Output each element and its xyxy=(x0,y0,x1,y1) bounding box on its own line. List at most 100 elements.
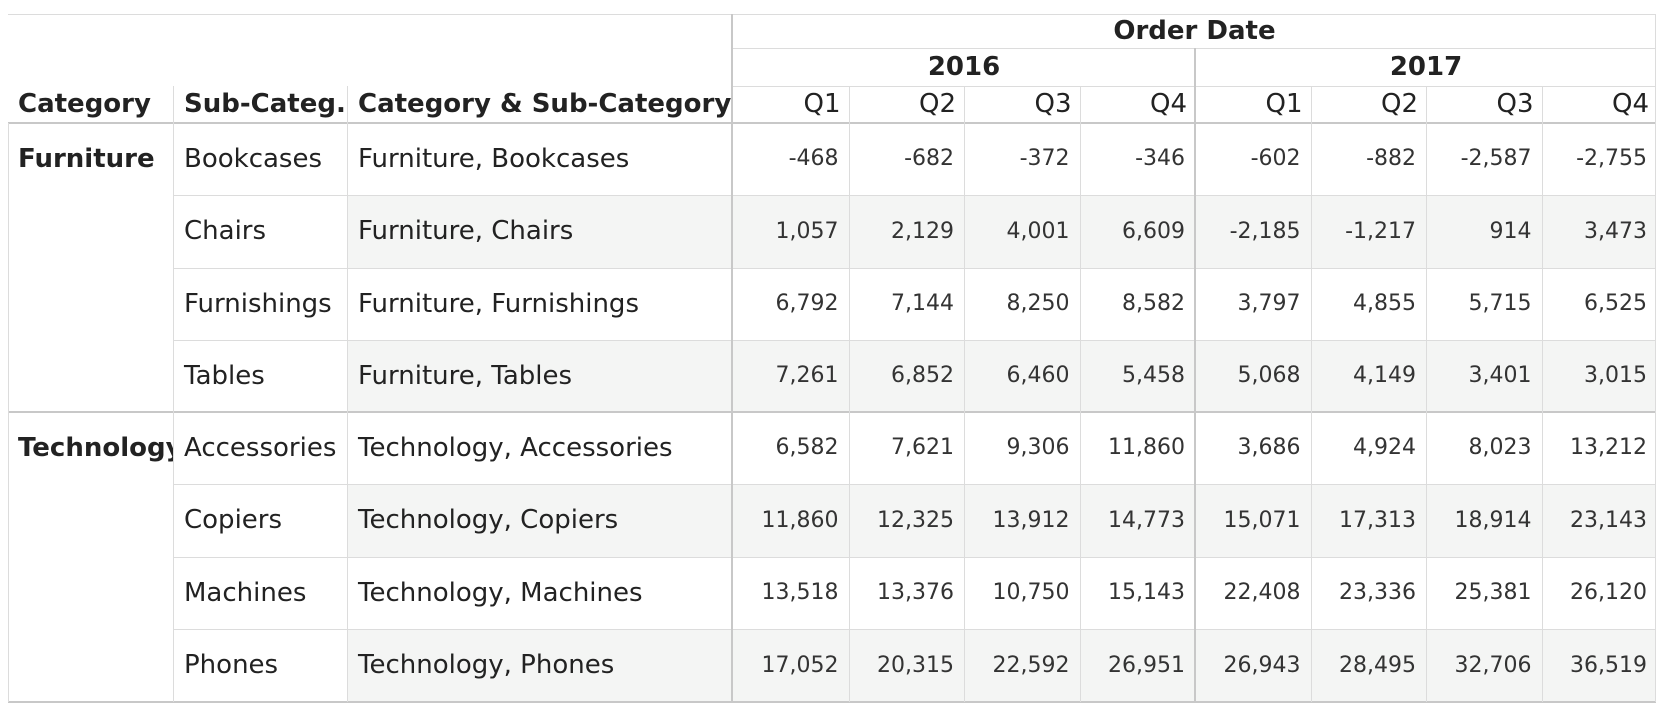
row-band xyxy=(348,484,1656,557)
value-cell: 3,473 xyxy=(1584,219,1647,244)
table-border-left xyxy=(8,123,9,702)
value-cell: 4,149 xyxy=(1353,363,1416,388)
value-cell: 7,144 xyxy=(891,291,954,316)
row-separator xyxy=(174,484,1656,485)
value-cell: 18,914 xyxy=(1454,508,1532,533)
sub-category-label: Tables xyxy=(184,361,265,391)
sub-category-label: Copiers xyxy=(184,505,283,535)
value-cell: 5,458 xyxy=(1122,363,1185,388)
row-band xyxy=(348,195,1656,268)
value-cell: 22,408 xyxy=(1223,580,1301,605)
column-group-label: Order Date xyxy=(1113,16,1276,46)
value-cell: 6,609 xyxy=(1122,219,1185,244)
quarter-header: Q4 xyxy=(1149,89,1187,119)
category-sub-category-label: Technology, Machines xyxy=(358,578,643,608)
value-cell: -1,217 xyxy=(1345,219,1416,244)
row-separator xyxy=(174,340,1656,341)
value-cell: 22,592 xyxy=(992,653,1070,678)
value-cell: 5,715 xyxy=(1468,291,1532,316)
value-cell: 8,250 xyxy=(1006,291,1070,316)
value-cell: 26,120 xyxy=(1570,580,1647,605)
value-cell: 26,951 xyxy=(1108,653,1185,678)
year-header: 2017 xyxy=(1389,52,1463,82)
value-cell: 17,052 xyxy=(761,653,839,678)
sub-category-label: Phones xyxy=(184,650,279,680)
value-cell: 15,143 xyxy=(1108,580,1185,605)
value-cell: 4,001 xyxy=(1006,219,1070,244)
quarter-divider xyxy=(1310,86,1312,702)
row-separator xyxy=(174,268,1656,269)
row-separator xyxy=(174,557,1656,558)
quarter-header: Q1 xyxy=(1265,89,1303,119)
table-border-top xyxy=(8,14,1656,15)
category-label: Furniture xyxy=(18,144,155,174)
category-sub-category-label: Technology, Accessories xyxy=(358,433,673,463)
value-cell: -2,185 xyxy=(1229,219,1301,244)
value-cell: 6,460 xyxy=(1006,363,1070,388)
row-header-sub-category: Sub-Categ.. xyxy=(184,89,348,119)
value-cell: -682 xyxy=(904,146,954,171)
value-cell: -346 xyxy=(1135,146,1185,171)
value-cell: 10,750 xyxy=(992,580,1070,605)
header-bottom-line xyxy=(8,122,1656,124)
quarter-divider xyxy=(1079,86,1081,702)
value-cell: 7,261 xyxy=(775,363,839,388)
year-divider xyxy=(1194,48,1196,702)
category-sub-category-label: Furniture, Tables xyxy=(358,361,573,391)
value-cell: 6,582 xyxy=(775,435,839,460)
group-separator xyxy=(8,411,1656,413)
value-cell: 4,924 xyxy=(1353,435,1416,460)
row-separator xyxy=(174,195,1656,196)
row-header-category-sub-category: Category & Sub-Category xyxy=(358,89,732,119)
group-separator xyxy=(8,701,1656,703)
value-cell: 23,143 xyxy=(1570,508,1647,533)
value-cell: -468 xyxy=(788,146,839,171)
value-cell: 14,773 xyxy=(1108,508,1185,533)
value-cell: 36,519 xyxy=(1570,653,1647,678)
category-sub-category-label: Technology, Phones xyxy=(358,650,615,680)
value-cell: -2,587 xyxy=(1460,146,1532,171)
value-cell: 13,912 xyxy=(992,508,1070,533)
value-cell: 9,306 xyxy=(1006,435,1070,460)
value-cell: 3,797 xyxy=(1237,291,1301,316)
row-band xyxy=(348,629,1656,702)
value-cell: 13,518 xyxy=(761,580,839,605)
value-cell: -882 xyxy=(1366,146,1416,171)
sub-category-label: Chairs xyxy=(184,216,267,246)
value-cell: 5,068 xyxy=(1237,363,1301,388)
sub-category-label: Furnishings xyxy=(184,289,332,319)
value-cell: 32,706 xyxy=(1454,653,1532,678)
value-cell: 8,023 xyxy=(1468,435,1532,460)
quarter-divider xyxy=(1426,86,1427,702)
col-line-combo xyxy=(347,86,348,702)
value-cell: 1,057 xyxy=(775,219,839,244)
row-separator xyxy=(174,629,1656,630)
value-cell: 4,855 xyxy=(1353,291,1416,316)
value-cell: 6,852 xyxy=(891,363,954,388)
value-cell: 15,071 xyxy=(1223,508,1301,533)
value-cell: -2,755 xyxy=(1576,146,1647,171)
value-cell: 6,525 xyxy=(1584,291,1647,316)
quarter-header: Q3 xyxy=(1034,89,1072,119)
value-cell: 17,313 xyxy=(1339,508,1416,533)
value-cell: 8,582 xyxy=(1122,291,1185,316)
col-line-values xyxy=(731,14,733,702)
value-cell: 23,336 xyxy=(1339,580,1416,605)
quarter-divider xyxy=(964,86,965,702)
value-cell: -372 xyxy=(1019,146,1070,171)
quarter-header: Q1 xyxy=(803,89,841,119)
quarter-header: Q4 xyxy=(1611,89,1649,119)
value-cell: 3,015 xyxy=(1584,363,1647,388)
quarter-header: Q3 xyxy=(1496,89,1534,119)
quarter-header: Q2 xyxy=(1380,89,1418,119)
value-cell: 20,315 xyxy=(877,653,954,678)
value-cell: 3,401 xyxy=(1468,363,1532,388)
value-cell: 914 xyxy=(1489,219,1532,244)
category-sub-category-label: Technology, Copiers xyxy=(358,505,619,535)
table-border-right xyxy=(1655,14,1656,702)
value-cell: 13,212 xyxy=(1570,435,1647,460)
value-cell: 26,943 xyxy=(1223,653,1301,678)
value-cell: 12,325 xyxy=(877,508,954,533)
row-header-category: Category xyxy=(18,89,151,119)
